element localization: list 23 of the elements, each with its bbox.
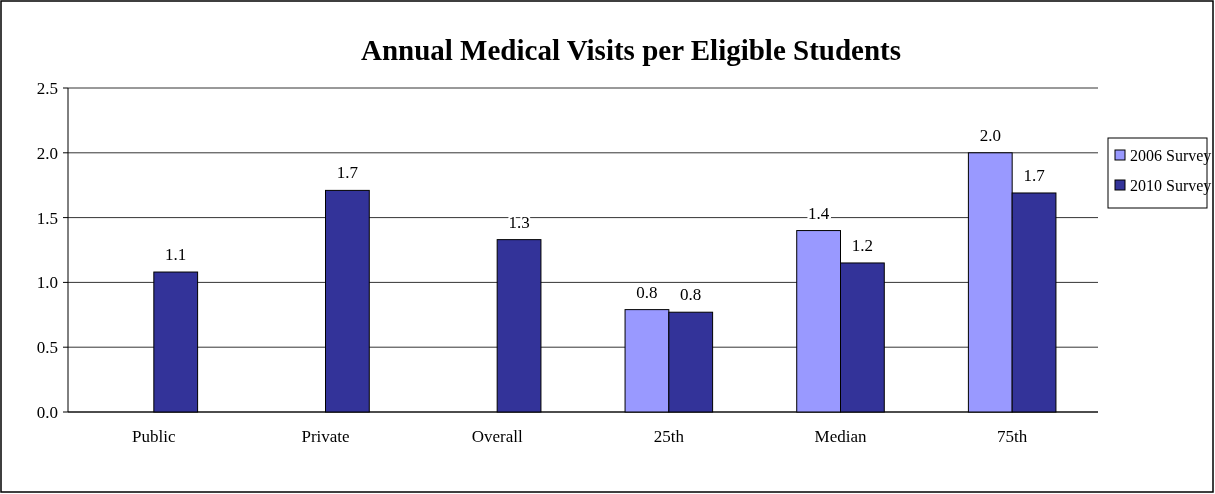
data-label: 2.0 xyxy=(979,125,1001,145)
y-tick-label: 0.5 xyxy=(36,338,58,358)
chart-title: Annual Medical Visits per Eligible Students xyxy=(360,34,902,66)
x-tick-label: 75th xyxy=(997,427,1028,446)
legend-label: 2006 Survey xyxy=(1130,146,1212,165)
legend-label: 2010 Survey xyxy=(1130,176,1212,195)
x-tick-label: Public xyxy=(132,427,177,446)
data-label: 1.3 xyxy=(508,212,530,232)
data-label: 1.7 xyxy=(336,163,359,183)
data-label: 0.8 xyxy=(636,282,658,302)
x-tick-label: Overall xyxy=(471,427,523,446)
y-tick-label: 2.5 xyxy=(36,78,58,98)
y-tick-label: 1.5 xyxy=(36,208,58,228)
y-tick-label: 1.0 xyxy=(36,273,58,293)
x-tick-label: Median xyxy=(814,427,867,446)
data-label: 1.2 xyxy=(851,235,874,255)
data-label: 1.7 xyxy=(1023,165,1046,185)
data-label: 0.8 xyxy=(680,285,702,305)
x-tick-label: Private xyxy=(301,427,350,446)
x-tick-label: 25th xyxy=(653,427,685,446)
y-tick-label: 2.0 xyxy=(36,143,58,163)
y-tick-label: 0.0 xyxy=(36,402,58,422)
data-label: 1.1 xyxy=(165,245,187,265)
